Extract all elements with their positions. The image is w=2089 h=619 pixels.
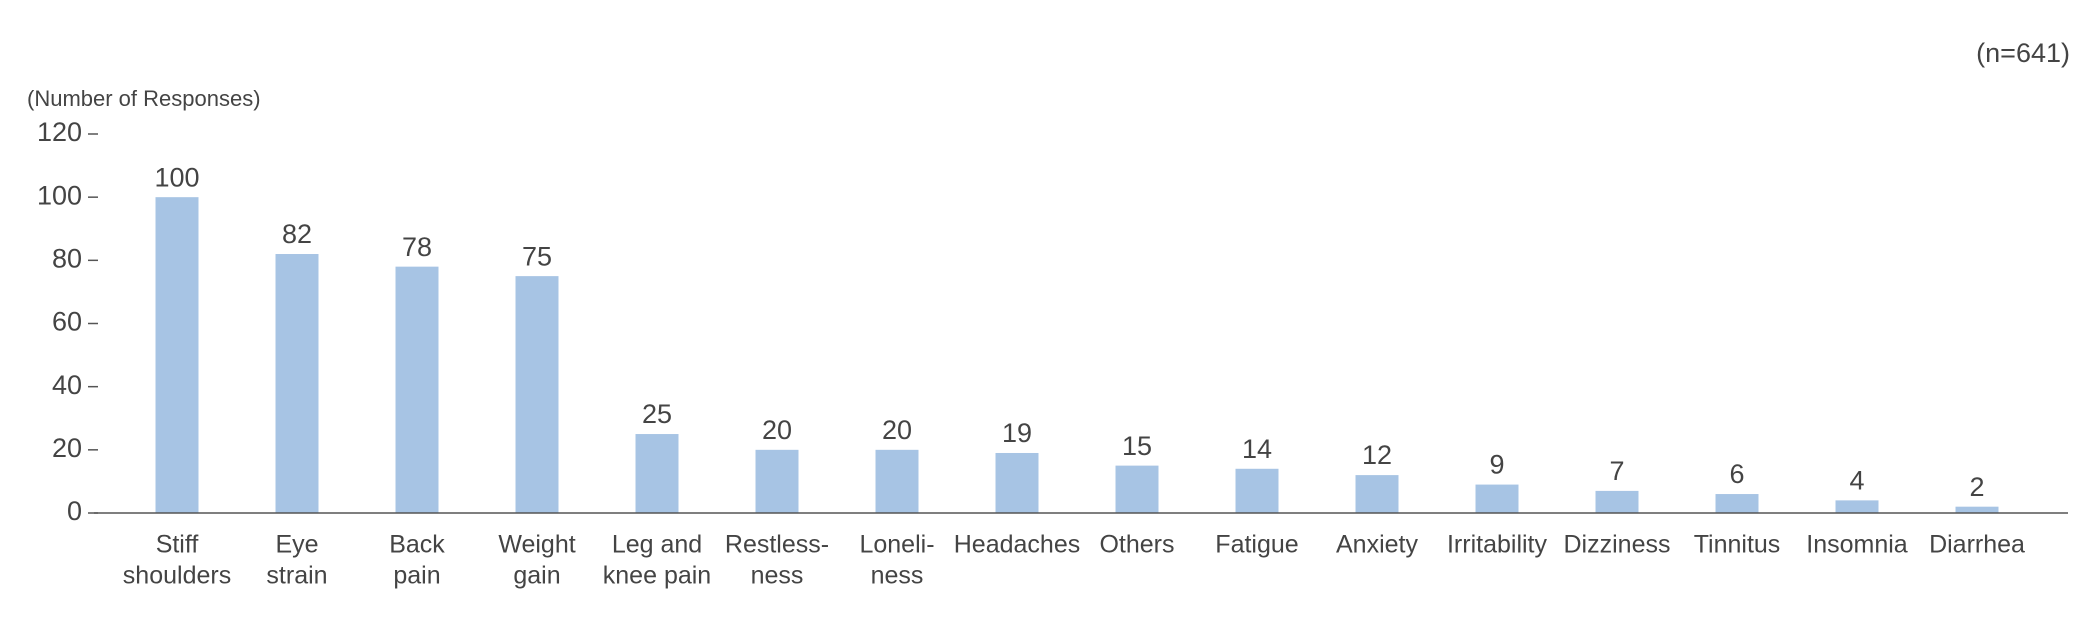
x-tick-label: ness xyxy=(871,562,924,590)
y-tick-label: 0 xyxy=(67,496,82,526)
value-label: 20 xyxy=(762,415,792,445)
sample-note: (n=641) xyxy=(1976,38,2070,68)
x-tick-label: Irritability xyxy=(1447,531,1548,559)
x-tick-label: Loneli- xyxy=(859,531,934,559)
bar xyxy=(275,254,319,513)
bar xyxy=(395,266,439,513)
y-tick-label: 100 xyxy=(37,180,82,210)
bar xyxy=(995,452,1039,513)
x-tick-label: knee pain xyxy=(603,562,711,590)
x-tick-label: Diarrhea xyxy=(1929,531,2025,559)
value-label: 19 xyxy=(1002,418,1032,448)
x-tick-label: Back xyxy=(389,531,445,559)
y-tick-label: 60 xyxy=(52,307,82,337)
value-label: 75 xyxy=(522,241,552,271)
y-tick-label: 40 xyxy=(52,370,82,400)
x-tick-label: Insomnia xyxy=(1806,531,1908,559)
x-tick-label: ness xyxy=(751,562,804,590)
bar xyxy=(1475,484,1519,513)
bar xyxy=(1355,475,1399,513)
bar xyxy=(875,449,919,513)
bar xyxy=(155,197,199,513)
bar xyxy=(1595,490,1639,513)
x-tick-label: Restless- xyxy=(725,531,829,559)
value-label: 6 xyxy=(1729,459,1744,489)
value-label: 12 xyxy=(1362,440,1392,470)
x-tick-label: Anxiety xyxy=(1336,531,1418,559)
x-tick-label: Fatigue xyxy=(1215,531,1298,559)
x-tick-label: Stiff xyxy=(156,531,199,559)
value-label: 2 xyxy=(1969,472,1984,502)
y-tick-label: 20 xyxy=(52,433,82,463)
y-axis-title: (Number of Responses) xyxy=(27,86,261,111)
x-tick-label: pain xyxy=(393,562,440,590)
value-label: 15 xyxy=(1122,431,1152,461)
value-label: 100 xyxy=(154,162,199,192)
value-label: 25 xyxy=(642,399,672,429)
bar xyxy=(755,449,799,513)
x-tick-label: strain xyxy=(266,562,327,590)
bar xyxy=(1715,494,1759,513)
x-tick-label: gain xyxy=(513,562,560,590)
x-tick-label: Headaches xyxy=(954,531,1080,559)
x-tick-label: Dizziness xyxy=(1564,531,1671,559)
x-tick-label: Weight xyxy=(498,531,575,559)
x-tick-label: shoulders xyxy=(123,562,231,590)
value-label: 4 xyxy=(1849,465,1864,495)
value-label: 78 xyxy=(402,232,432,262)
x-tick-label: Leg and xyxy=(612,531,702,559)
x-tick-label: Others xyxy=(1099,531,1174,559)
x-tick-label: Eye xyxy=(275,531,318,559)
value-label: 14 xyxy=(1242,434,1272,464)
bar xyxy=(1235,468,1279,513)
bar xyxy=(1835,500,1879,513)
bar xyxy=(635,434,679,513)
y-tick-label: 80 xyxy=(52,243,82,273)
x-tick-label: Tinnitus xyxy=(1694,531,1781,559)
value-label: 9 xyxy=(1489,450,1504,480)
bar xyxy=(1955,506,1999,513)
bar xyxy=(1115,465,1159,513)
value-label: 20 xyxy=(882,415,912,445)
value-label: 82 xyxy=(282,219,312,249)
bar xyxy=(515,276,559,513)
y-tick-label: 120 xyxy=(37,117,82,147)
value-label: 7 xyxy=(1609,456,1624,486)
